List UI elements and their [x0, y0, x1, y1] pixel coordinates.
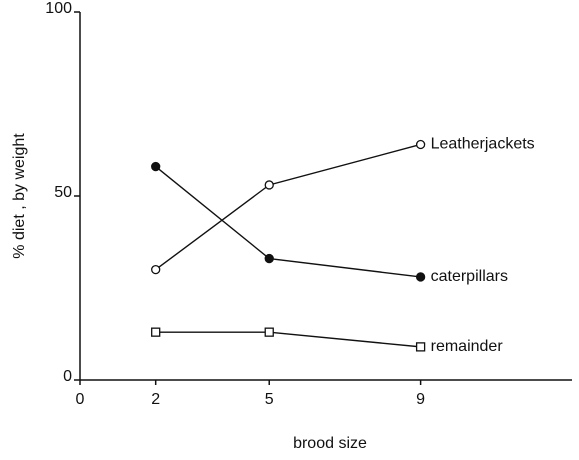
- series-line: [155, 331, 421, 348]
- series-line: [155, 143, 421, 271]
- x-axis-label: brood size: [293, 435, 367, 452]
- marker: [264, 253, 274, 264]
- marker: [151, 161, 161, 172]
- marker: [151, 327, 161, 337]
- series-label: remainder: [431, 338, 504, 355]
- x-tick-label: 9: [416, 391, 425, 408]
- marker: [415, 342, 426, 352]
- marker: [264, 180, 274, 190]
- series-label: caterpillars: [431, 268, 508, 285]
- marker: [264, 327, 274, 337]
- marker: [415, 139, 426, 150]
- marker: [415, 272, 426, 282]
- y-axis-label: % diet , by weight: [11, 133, 28, 259]
- y-tick-label: 50: [54, 184, 72, 201]
- y-tick-label: 0: [63, 368, 72, 385]
- x-tick-label: 0: [76, 391, 85, 408]
- marker: [151, 264, 161, 275]
- series-label: Leatherjackets: [431, 136, 535, 153]
- x-tick-label: 2: [151, 391, 160, 408]
- y-tick-label: 100: [45, 0, 72, 17]
- series-line: [155, 166, 421, 278]
- x-tick-label: 5: [265, 391, 274, 408]
